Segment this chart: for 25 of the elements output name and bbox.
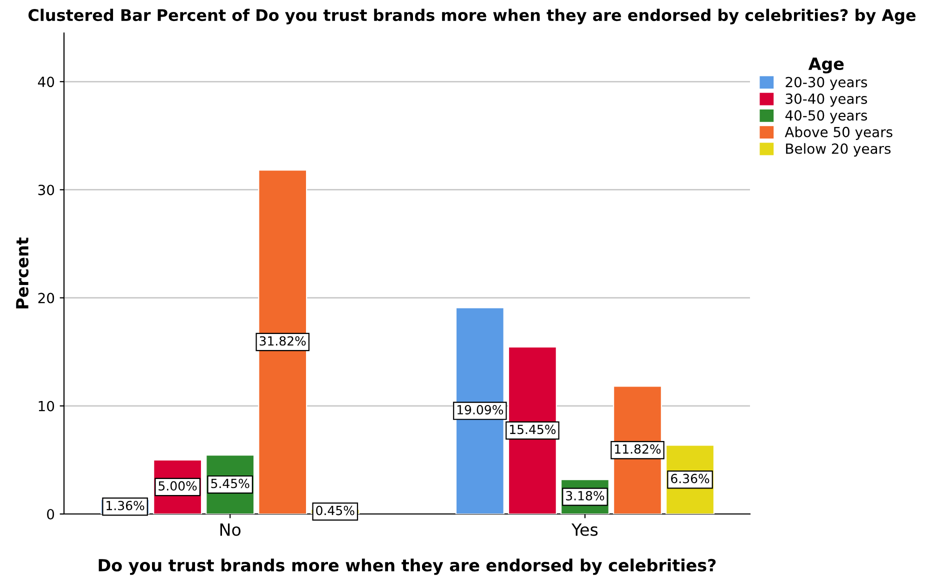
y-tick-label: 20 — [38, 292, 54, 304]
y-axis-title: Percent — [16, 238, 29, 308]
data-label: 11.82% — [615, 444, 661, 454]
x-tick-label: No — [220, 524, 241, 536]
legend-title: Age — [808, 58, 844, 74]
data-label: 15.45% — [510, 424, 556, 434]
data-label: 6.36% — [671, 474, 710, 484]
data-label: 5.00% — [158, 481, 197, 491]
y-tick-label: 0 — [47, 508, 54, 520]
x-axis-title: Do you trust brands more when they are endorsed by celebrities? — [98, 558, 716, 575]
data-label: 3.18% — [566, 490, 604, 500]
data-label: 31.82% — [260, 336, 306, 346]
data-label: 1.36% — [106, 500, 144, 510]
y-tick-label: 30 — [38, 184, 54, 196]
y-tick-label: 40 — [38, 76, 54, 88]
legend-label: Below 20 years — [786, 143, 891, 157]
chart-title: Clustered Bar Percent of Do you trust brands more when they are endorsed by celebrities? by Age — [28, 8, 916, 24]
legend-label: 20-30 years — [786, 76, 868, 90]
data-label: 5.45% — [211, 478, 250, 488]
legend-label: 40-50 years — [785, 110, 868, 124]
y-tick-label: 10 — [38, 400, 54, 412]
legend-label: Above 50 years — [784, 126, 892, 140]
legend-label: 30-40 years — [786, 93, 868, 107]
x-tick-label: Yes — [571, 524, 598, 536]
data-label: 19.09% — [457, 405, 504, 414]
